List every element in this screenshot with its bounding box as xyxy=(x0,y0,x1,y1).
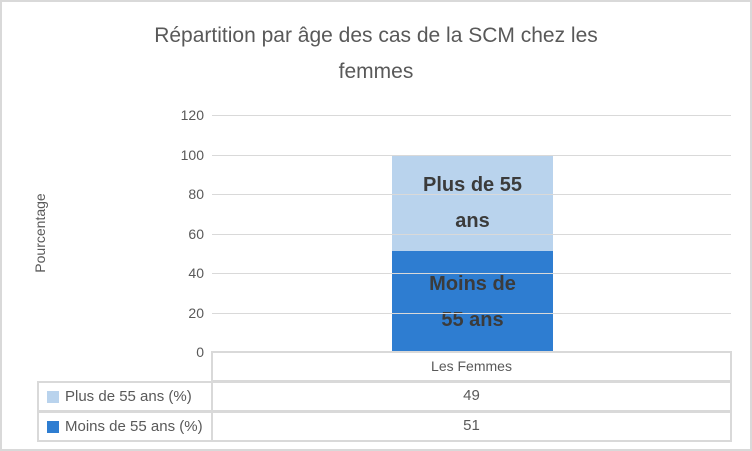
y-axis-tick-label: 60 xyxy=(188,225,204,242)
y-axis-tick-label: 100 xyxy=(180,146,204,163)
legend-swatch xyxy=(47,390,59,403)
y-axis-tick-label: 0 xyxy=(196,344,204,360)
bar-segment: Plus de 55 ans xyxy=(392,154,553,252)
data-table-value-cell: 51 xyxy=(211,411,732,442)
bar-segment-label: ans xyxy=(455,209,490,232)
chart-title-line-1: Répartition par âge des cas de la SCM ch… xyxy=(154,24,598,47)
legend-label: Plus de 55 ans (%) xyxy=(65,388,192,405)
bar-segment: Moins de 55 ans xyxy=(392,251,553,352)
legend-row: Moins de 55 ans (%) xyxy=(37,411,213,442)
legend-swatch xyxy=(47,420,59,433)
y-axis-title: Pourcentage xyxy=(32,193,48,273)
gridline xyxy=(212,115,731,116)
plot-area: Plus de 55 ans Moins de 55 ans xyxy=(212,115,731,352)
y-axis-tick-label: 20 xyxy=(188,304,204,321)
y-axis-tick-label: 40 xyxy=(188,265,204,281)
data-table-value-cell: 49 xyxy=(211,381,732,412)
y-axis-tick-label: 120 xyxy=(180,107,204,123)
gridline xyxy=(212,233,731,235)
legend-row: Plus de 55 ans (%) xyxy=(37,381,213,412)
data-table-category-header: Les Femmes xyxy=(211,351,732,382)
bar-segment-label: Plus de 55 xyxy=(423,173,522,196)
chart-title-line-2: femmes xyxy=(338,60,414,83)
bar-segment-label: Moins de xyxy=(429,272,516,295)
gridline xyxy=(212,273,731,274)
y-axis-tick-label: 80 xyxy=(188,186,204,202)
stacked-bar: Plus de 55 ans Moins de 55 ans xyxy=(392,154,553,352)
chart-title: Répartition par âge des cas de la SCM ch… xyxy=(2,18,750,90)
bar-segment-label: 55 ans xyxy=(441,308,504,331)
gridline xyxy=(212,312,731,314)
gridline xyxy=(212,194,731,195)
gridline xyxy=(212,154,731,156)
legend-label: Moins de 55 ans (%) xyxy=(65,418,203,435)
